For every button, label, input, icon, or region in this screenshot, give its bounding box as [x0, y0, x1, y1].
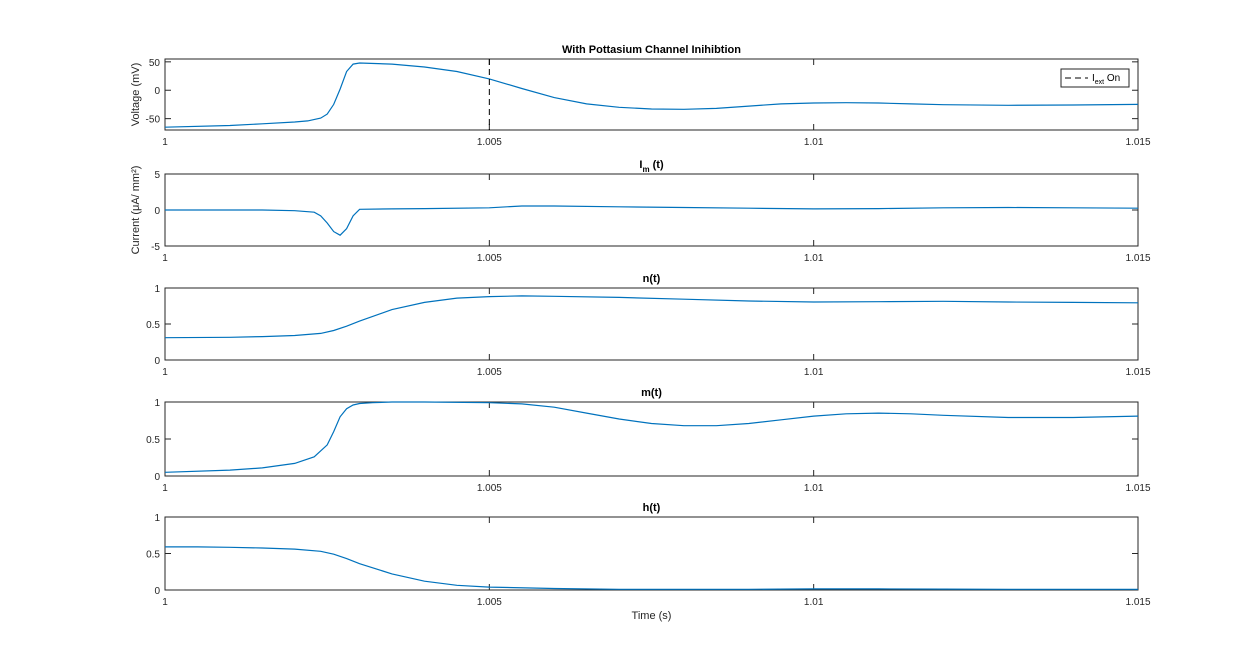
y-tick-label: -50 [146, 115, 161, 126]
x-tick-label: 1.01 [804, 483, 824, 494]
legend-entry-suffix: On [1104, 73, 1120, 84]
x-axis-label: Time (s) [632, 610, 672, 622]
x-tick-label: 1.005 [477, 483, 502, 494]
y-tick-label: 1 [154, 398, 160, 409]
y-tick-label: 0 [154, 206, 160, 217]
y-axis-label: Current (μA/ mm²) [130, 166, 142, 255]
y-tick-label: 1 [154, 513, 160, 524]
x-tick-label: 1.005 [477, 253, 502, 264]
y-tick-label: 0 [154, 356, 160, 367]
x-tick-label: 1 [162, 597, 168, 608]
x-tick-label: 1.015 [1125, 597, 1150, 608]
y-tick-label: 0.5 [146, 550, 160, 561]
y-tick-label: 0 [154, 86, 160, 97]
subplot-2: 1 1.005 1.01 1.015 5 0 -5 Im (t) Current (μA/ mm… [130, 159, 1151, 264]
y-tick-label: 50 [149, 58, 161, 69]
subplot-1: 1 1.005 1.01 1.015 50 0 -50 With Pottasium Chan… [130, 44, 1151, 148]
y-tick-label: 0 [154, 472, 160, 483]
subplot-title: m(t) [641, 387, 662, 399]
subplot-title: h(t) [643, 502, 661, 514]
x-tick-label: 1.01 [804, 597, 824, 608]
series-line-1 [165, 205, 1139, 236]
axes-box [164, 58, 1139, 131]
subplot-title-main: h(t) [643, 502, 661, 514]
y-axis-label: Voltage (mV) [130, 63, 142, 127]
series-line-1 [164, 62, 1139, 128]
subplot-title-main: With Pottasium Channel Inihibtion [562, 44, 741, 56]
x-tick-label: 1.01 [804, 367, 824, 378]
subplot-5: 1 1.005 1.01 1.015 1 0.5 0 h(t) Time (s) [146, 502, 1151, 622]
x-tick-label: 1.005 [477, 597, 502, 608]
x-tick-label: 1.015 [1125, 253, 1150, 264]
x-tick-label: 1.005 [477, 137, 502, 148]
x-tick-label: 1 [162, 253, 168, 264]
x-tick-label: 1.015 [1125, 367, 1150, 378]
y-tick-label: 0 [154, 586, 160, 597]
legend: Iext On [1060, 68, 1130, 88]
legend-entry: Iext On [1092, 73, 1120, 86]
x-tick-label: 1.01 [804, 253, 824, 264]
y-tick-label: 0.5 [146, 320, 160, 331]
x-tick-label: 1 [162, 367, 168, 378]
legend-entry-subscript: ext [1095, 79, 1104, 86]
subplot-title-suffix: (t) [650, 159, 664, 171]
legend-box [1060, 68, 1130, 88]
subplot-title-main: n(t) [643, 273, 661, 285]
subplot-title-subscript: m [642, 165, 649, 174]
x-tick-label: 1.015 [1125, 137, 1150, 148]
series-line-1 [164, 295, 1139, 339]
series-line-1 [165, 546, 1138, 590]
subplot-title: With Pottasium Channel Inihibtion [562, 44, 741, 56]
x-tick-label: 1.005 [477, 367, 502, 378]
subplot-4: 1 1.005 1.01 1.015 1 0.5 0 m(t) [146, 387, 1151, 494]
subplot-title: Im (t) [639, 159, 664, 174]
subplot-title-main: m(t) [641, 387, 662, 399]
subplot-3: 1 1.005 1.01 1.015 1 0.5 0 n(t) [146, 273, 1151, 378]
y-tick-label: 0.5 [146, 435, 160, 446]
y-tick-label: 1 [154, 284, 160, 295]
legend-entry-main: I [1092, 73, 1095, 84]
x-tick-label: 1.015 [1125, 483, 1150, 494]
x-tick-label: 1 [162, 137, 168, 148]
y-tick-label: -5 [151, 242, 160, 253]
x-tick-label: 1 [162, 483, 168, 494]
series-line-1 [164, 401, 1139, 473]
subplot-title-main: I [639, 159, 642, 171]
x-tick-label: 1.01 [804, 137, 824, 148]
subplot-title: n(t) [643, 273, 661, 285]
y-tick-label: 5 [154, 170, 160, 181]
